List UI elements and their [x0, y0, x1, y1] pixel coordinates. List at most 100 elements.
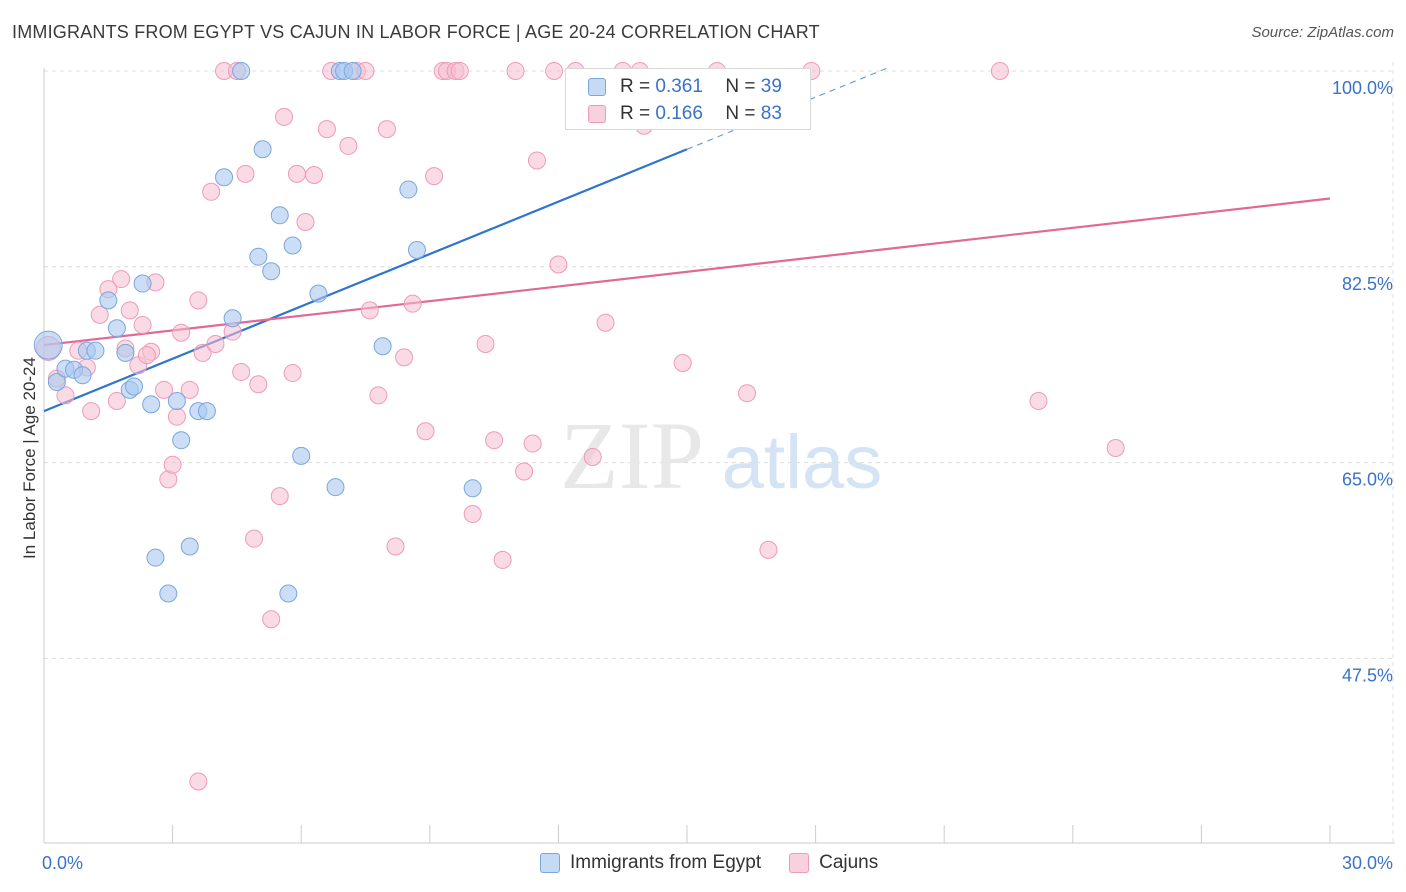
egypt-point: [197, 402, 216, 421]
cajun-point: [425, 167, 444, 186]
tick-labels: 100.0% 82.5% 65.0% 47.5% 0.0% 30.0%: [42, 78, 1393, 873]
cajun-point: [377, 120, 396, 139]
egypt-point: [270, 206, 289, 225]
cajun-point: [232, 362, 251, 381]
y-tick-label: 82.5%: [1342, 274, 1393, 294]
egypt-point: [283, 236, 302, 255]
cajun-point: [189, 291, 208, 310]
cajun-point: [369, 386, 388, 405]
egypt-point: [399, 180, 418, 199]
cajun-point: [275, 107, 294, 126]
cajun-point: [523, 434, 542, 453]
cajun-point: [416, 422, 435, 441]
egypt-r-value: 0.361: [655, 76, 703, 97]
stats-legend: R = 0.361 N = 39 R = 0.166 N = 83: [565, 68, 811, 130]
cajun-n-value: 83: [760, 103, 782, 124]
egypt-point: [73, 366, 92, 385]
egypt-point: [279, 584, 298, 603]
cajun-point: [137, 346, 156, 365]
egypt-point: [116, 343, 135, 362]
cajun-point: [549, 255, 568, 274]
egypt-point: [292, 446, 311, 465]
cajun-point: [515, 462, 534, 481]
egypt-point: [99, 291, 118, 310]
cajun-point: [305, 166, 324, 185]
legend-row-cajun: R = 0.166 N = 83: [588, 102, 782, 126]
cajun-point: [386, 537, 405, 556]
watermark-atlas: atlas: [722, 420, 883, 505]
egypt-point: [172, 431, 191, 450]
egypt-point: [133, 274, 152, 293]
cajun-point: [1106, 439, 1125, 458]
r-label: R =: [620, 76, 651, 97]
cajun-point: [107, 392, 126, 411]
cajun-point: [738, 384, 757, 403]
cajun-point: [296, 213, 315, 232]
egypt-point: [249, 247, 268, 266]
cajun-point: [283, 364, 302, 383]
cajun-point: [120, 301, 139, 320]
egypt-point: [47, 373, 66, 392]
cajun-point: [245, 529, 264, 548]
egypt-point: [223, 309, 242, 328]
egypt-points: [33, 61, 482, 603]
egypt-point: [373, 337, 392, 356]
legend-item-egypt[interactable]: Immigrants from Egypt: [540, 852, 761, 874]
series-legend: Immigrants from Egypt Cajuns: [540, 852, 906, 874]
cajun-point: [476, 334, 495, 353]
cajun-point: [545, 61, 564, 80]
cajun-point: [1029, 392, 1048, 411]
egypt-swatch: [588, 78, 606, 96]
cajun-point: [189, 772, 208, 791]
cajun-point: [990, 61, 1009, 80]
cajun-point: [167, 407, 186, 426]
cajun-point: [527, 151, 546, 170]
egypt-point: [262, 262, 281, 281]
cajun-point: [493, 550, 512, 569]
egypt-point: [167, 392, 186, 411]
cajun-point: [759, 540, 778, 559]
cajun-point: [180, 380, 199, 399]
egypt-point: [343, 61, 362, 80]
egypt-point: [142, 395, 161, 414]
cajun-point: [155, 380, 174, 399]
cajun-point: [112, 270, 131, 289]
x-tick-label: 0.0%: [42, 853, 83, 873]
egypt-point: [326, 478, 345, 497]
cajun-point: [395, 348, 414, 367]
cajun-point: [339, 136, 358, 155]
cajun-point: [270, 487, 289, 506]
cajun-point: [403, 294, 422, 313]
cajun-point: [172, 323, 191, 342]
cajun-trend-line: [43, 197, 1331, 347]
cajun-point: [287, 164, 306, 183]
egypt-legend-swatch: [540, 853, 560, 873]
legend-item-cajun[interactable]: Cajuns: [789, 852, 878, 874]
cajun-point: [463, 505, 482, 524]
chart-title: IMMIGRANTS FROM EGYPT VS CAJUN IN LABOR …: [12, 22, 820, 42]
watermark-zip: ZIP: [560, 402, 704, 509]
cajun-point: [262, 610, 281, 629]
egypt-legend-label: Immigrants from Egypt: [570, 852, 762, 873]
egypt-point: [463, 479, 482, 498]
egypt-point: [33, 330, 63, 360]
legend-row-egypt: R = 0.361 N = 39: [588, 75, 782, 99]
egypt-point: [86, 341, 105, 360]
cajun-swatch: [588, 105, 606, 123]
cajun-point: [206, 334, 225, 353]
cajun-point: [236, 164, 255, 183]
n-label: N =: [725, 103, 756, 124]
egypt-n-value: 39: [760, 76, 782, 97]
trend-lines: [43, 67, 1331, 413]
n-label: N =: [725, 76, 756, 97]
egypt-point: [215, 168, 234, 187]
cajun-legend-label: Cajuns: [819, 852, 879, 873]
cajun-point: [583, 447, 602, 466]
egypt-point: [253, 140, 272, 159]
egypt-point: [159, 584, 178, 603]
y-tick-label: 65.0%: [1342, 470, 1393, 490]
egypt-trend-extension: [686, 67, 889, 150]
egypt-point: [309, 284, 328, 303]
egypt-point: [180, 537, 199, 556]
